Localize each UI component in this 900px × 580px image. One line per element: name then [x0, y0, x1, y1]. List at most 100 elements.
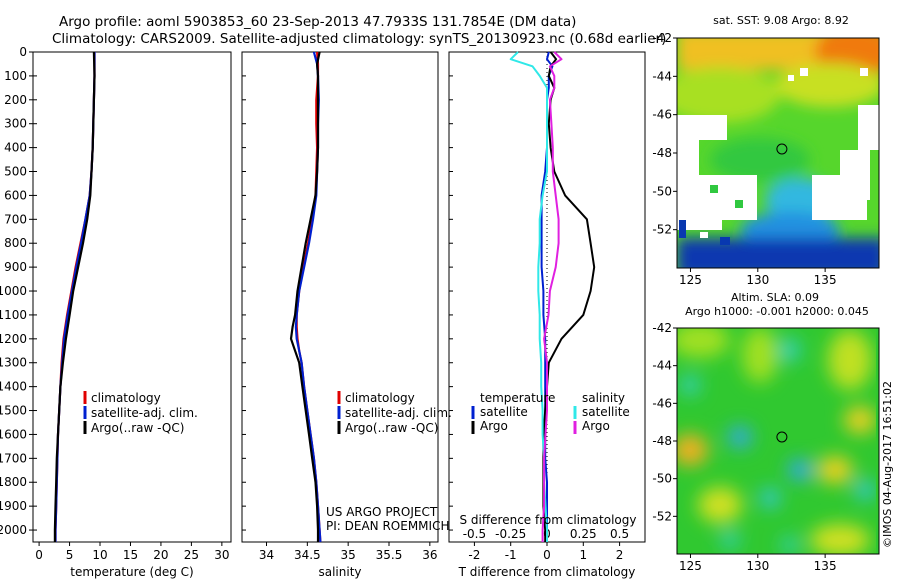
depth-tick-label: 1700 — [0, 451, 27, 465]
depth-tick-label: 1200 — [0, 332, 27, 346]
x-tick-label: 5 — [66, 548, 74, 562]
series-line — [541, 51, 563, 542]
depth-tick-label: 100 — [4, 69, 27, 83]
legend-argo-label: Argo(..raw -QC) — [345, 421, 438, 435]
legend-s-satellite-label: satellite — [582, 405, 630, 419]
series-line — [54, 52, 96, 542]
title-line-1: Argo profile: aoml 5903853_60 23-Sep-201… — [59, 14, 576, 30]
legend-s-argo-label: Argo — [582, 419, 610, 433]
depth-tick-label: 1500 — [0, 404, 27, 418]
map-y-tick-label: -50 — [652, 472, 672, 486]
temperature-chart: 0 5 10 15 20 25 30 — [33, 51, 230, 562]
x-tick-label: 0 — [543, 548, 551, 562]
sla-axes: 125 130 135 -42 -44 -46 -48 -50 -52 — [652, 321, 836, 573]
sst-axes: 125 130 135 -42 -44 -46 -48 -50 -52 — [652, 31, 836, 287]
depth-tick-label: 1900 — [0, 499, 27, 513]
sla-map-subtitle: Argo h1000: -0.001 h2000: 0.045 — [685, 305, 869, 318]
depth-tick-label: 1800 — [0, 475, 27, 489]
x-tick-label: 1 — [579, 548, 587, 562]
salinity-axis-label: salinity — [318, 565, 361, 579]
difference-chart: -2 -1 0 1 2-0.5 -0.25 0 0.25 0.5 — [449, 51, 629, 562]
x-tick-label: 25 — [184, 548, 199, 562]
map-x-tick-label: 125 — [679, 273, 702, 287]
x-tick-label: 34.5 — [294, 548, 321, 562]
legend-salinity-heading: salinity — [582, 391, 625, 405]
map-x-tick-label: 125 — [679, 559, 702, 573]
map-y-tick-label: -46 — [652, 396, 672, 410]
x-top-tick-label: -0.25 — [495, 527, 526, 541]
sst-map: 125 130 135 -42 -44 -46 -48 -50 -52 — [652, 31, 880, 287]
x-top-tick-label: 0.5 — [610, 527, 629, 541]
legend-temperature-heading: temperature — [480, 391, 555, 405]
depth-tick-label: 400 — [4, 141, 27, 155]
temperature-panel-frame — [32, 51, 232, 543]
x-tick-label: -1 — [505, 548, 517, 562]
map-y-tick-label: -52 — [652, 223, 672, 237]
legend-satellite-label: satellite-adj. clim. — [91, 406, 198, 420]
map-y-tick-label: -44 — [652, 69, 672, 83]
salinity-chart: 34 34.5 35 35.5 36 — [242, 51, 437, 562]
x-tick-label: 15 — [123, 548, 138, 562]
map-y-tick-label: -46 — [652, 108, 672, 122]
depth-tick-label: 0 — [19, 45, 27, 59]
title-line-2: Climatology: CARS2009. Satellite-adjuste… — [52, 31, 666, 47]
difference-s-axis-label: S difference from climatology — [460, 513, 637, 527]
series-line — [53, 51, 96, 542]
map-x-tick-label: 130 — [746, 273, 769, 287]
sla-argo-marker — [776, 431, 788, 443]
salinity-panel-frame — [241, 51, 439, 543]
x-tick-label: 34 — [259, 548, 274, 562]
depth-tick-label: 1000 — [0, 284, 27, 298]
sla-map: 125 130 135 -42 -44 -46 -48 -50 -52 — [652, 321, 880, 573]
x-tick-label: 35 — [341, 548, 356, 562]
temperature-axis-label: temperature (deg C) — [70, 565, 193, 579]
temperature-legend: climatology satellite-adj. clim. Argo(..… — [83, 391, 198, 435]
legend-t-argo-label: Argo — [480, 419, 508, 433]
x-tick-label: 35.5 — [376, 548, 403, 562]
project-credit: US ARGO PROJECT — [326, 505, 438, 519]
map-x-tick-label: 135 — [814, 273, 837, 287]
series-line — [289, 51, 321, 542]
legend-climatology-label: climatology — [91, 391, 161, 405]
x-tick-label: 10 — [92, 548, 107, 562]
x-top-tick-label: -0.5 — [463, 527, 486, 541]
map-x-tick-label: 135 — [814, 559, 837, 573]
difference-t-axis-label: T difference from climatology — [458, 565, 636, 579]
depth-tick-label: 800 — [4, 236, 27, 250]
map-x-tick-label: 130 — [746, 559, 769, 573]
depth-tick-label: 200 — [4, 93, 27, 107]
difference-legend: temperature satellite Argo salinity sate… — [471, 391, 630, 434]
depth-tick-label: 500 — [4, 165, 27, 179]
sst-map-title: sat. SST: 9.08 Argo: 8.92 — [713, 14, 849, 27]
series-line — [295, 51, 322, 543]
depth-tick-label: 900 — [4, 260, 27, 274]
sla-map-title: Altim. SLA: 0.09 — [731, 291, 819, 304]
map-y-tick-label: -44 — [652, 359, 672, 373]
x-tick-label: 0 — [35, 548, 43, 562]
depth-tick-label: 300 — [4, 117, 27, 131]
depth-tick-label: 2000 — [0, 523, 27, 537]
depth-tick-label: 700 — [4, 212, 27, 226]
sst-argo-marker — [776, 143, 788, 155]
map-y-tick-label: -50 — [652, 184, 672, 198]
series-line — [54, 52, 96, 542]
map-y-tick-label: -48 — [652, 434, 672, 448]
legend-t-satellite-label: satellite — [480, 405, 528, 419]
x-tick-label: -2 — [468, 548, 480, 562]
sst-cloud-gaps — [677, 68, 879, 238]
depth-tick-label: 1400 — [0, 380, 27, 394]
depth-tick-label: 1600 — [0, 427, 27, 441]
x-tick-label: 36 — [422, 548, 437, 562]
x-tick-label: 2 — [616, 548, 624, 562]
legend-argo-label: Argo(..raw -QC) — [91, 421, 184, 435]
x-top-tick-label: 0.25 — [570, 527, 597, 541]
depth-axis: 0 100 200 300 400 500 600 700 800 900 1000 1100 1200… — [0, 45, 33, 537]
legend-climatology-label: climatology — [345, 391, 415, 405]
legend-satellite-label: satellite-adj. clim. — [345, 406, 452, 420]
series-line — [540, 51, 554, 542]
map-y-tick-label: -52 — [652, 509, 672, 523]
imos-timestamp: ©IMOS 04-Aug-2017 16:51:02 — [881, 381, 894, 548]
pi-credit: PI: DEAN ROEMMICH — [326, 519, 449, 533]
depth-tick-label: 600 — [4, 188, 27, 202]
map-y-tick-label: -42 — [652, 31, 672, 45]
